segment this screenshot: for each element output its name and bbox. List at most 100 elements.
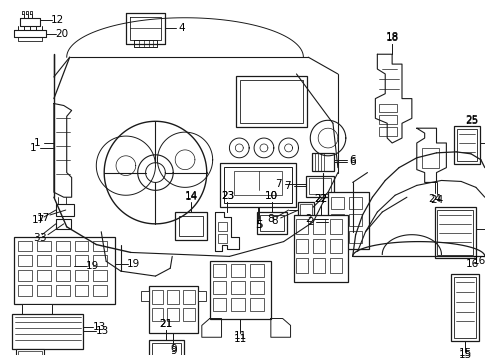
Bar — [450, 274, 478, 341]
Bar — [312, 153, 333, 171]
Bar — [236, 76, 306, 127]
Bar — [75, 255, 88, 266]
Bar — [421, 148, 439, 168]
Bar — [209, 261, 270, 319]
Text: 17: 17 — [31, 215, 45, 225]
Bar — [37, 255, 51, 266]
Text: 13: 13 — [95, 326, 109, 336]
Text: 16: 16 — [472, 256, 486, 266]
Bar — [151, 290, 163, 304]
Text: 25: 25 — [465, 116, 478, 126]
Bar — [56, 219, 71, 229]
Bar — [22, 304, 52, 316]
Bar — [437, 210, 472, 255]
Bar — [75, 270, 88, 281]
Text: 1: 1 — [30, 143, 37, 153]
Bar — [250, 264, 264, 277]
Text: 15: 15 — [458, 348, 471, 358]
Bar — [212, 264, 226, 277]
Text: 10: 10 — [264, 191, 278, 201]
Bar — [148, 340, 183, 360]
Text: 8: 8 — [271, 216, 278, 226]
Bar — [329, 219, 341, 234]
Bar — [379, 104, 396, 112]
Bar — [183, 308, 195, 321]
Bar — [212, 298, 226, 311]
Bar — [379, 127, 396, 136]
Bar — [217, 222, 227, 231]
Bar — [56, 270, 69, 281]
Bar — [56, 240, 69, 251]
Text: 6: 6 — [348, 155, 355, 165]
Text: 1: 1 — [34, 138, 41, 148]
Bar — [296, 239, 307, 253]
Text: 17: 17 — [36, 213, 50, 223]
Bar — [17, 349, 44, 360]
Bar — [148, 286, 198, 333]
Bar — [257, 212, 286, 234]
Bar — [13, 314, 83, 349]
Bar — [219, 163, 296, 207]
Bar — [75, 240, 88, 251]
Bar — [141, 291, 148, 301]
Text: 7: 7 — [284, 181, 290, 192]
Text: 14: 14 — [184, 191, 197, 201]
Bar — [224, 167, 291, 203]
Bar — [167, 290, 179, 304]
Text: 22: 22 — [314, 194, 327, 204]
Bar — [379, 115, 396, 124]
Bar — [434, 207, 475, 258]
Bar — [305, 176, 333, 197]
Text: 3: 3 — [33, 233, 40, 243]
Text: 9: 9 — [169, 346, 176, 356]
Bar — [250, 298, 264, 311]
Text: 3: 3 — [39, 233, 45, 243]
Bar — [175, 212, 206, 240]
Text: 13: 13 — [92, 323, 106, 332]
Bar — [93, 285, 107, 296]
Bar — [453, 126, 479, 164]
Text: 6: 6 — [348, 157, 355, 167]
Bar — [260, 215, 283, 231]
Bar — [19, 285, 32, 296]
Bar — [19, 270, 32, 281]
Bar — [309, 179, 330, 194]
Text: 23: 23 — [221, 191, 234, 201]
Bar — [37, 240, 51, 251]
Bar — [313, 258, 325, 273]
Bar — [329, 258, 341, 273]
Bar — [234, 171, 281, 195]
Bar — [296, 258, 307, 273]
Bar — [456, 129, 476, 161]
Bar — [56, 255, 69, 266]
Bar — [56, 285, 69, 296]
Text: 9: 9 — [169, 344, 176, 354]
Bar — [183, 290, 195, 304]
Bar — [293, 215, 347, 282]
Text: 8: 8 — [267, 214, 274, 224]
Bar — [19, 351, 42, 360]
Text: 24: 24 — [429, 195, 442, 205]
Bar — [56, 204, 74, 216]
Text: 21: 21 — [160, 319, 173, 329]
Bar — [217, 234, 227, 243]
Bar — [151, 308, 163, 321]
Text: 21: 21 — [160, 319, 173, 329]
Bar — [300, 204, 312, 216]
Bar — [212, 281, 226, 294]
Text: 18: 18 — [385, 32, 398, 42]
Bar — [348, 197, 361, 209]
Text: 18: 18 — [385, 33, 398, 44]
Bar — [313, 219, 325, 234]
Text: 11: 11 — [233, 331, 246, 341]
Bar — [167, 308, 179, 321]
Text: 5: 5 — [254, 220, 261, 230]
Bar — [151, 343, 181, 360]
Bar — [348, 214, 361, 226]
Text: 2: 2 — [305, 214, 311, 224]
Bar — [37, 270, 51, 281]
Bar — [231, 298, 244, 311]
Bar — [327, 192, 369, 249]
Bar — [75, 285, 88, 296]
Text: 23: 23 — [221, 191, 234, 201]
